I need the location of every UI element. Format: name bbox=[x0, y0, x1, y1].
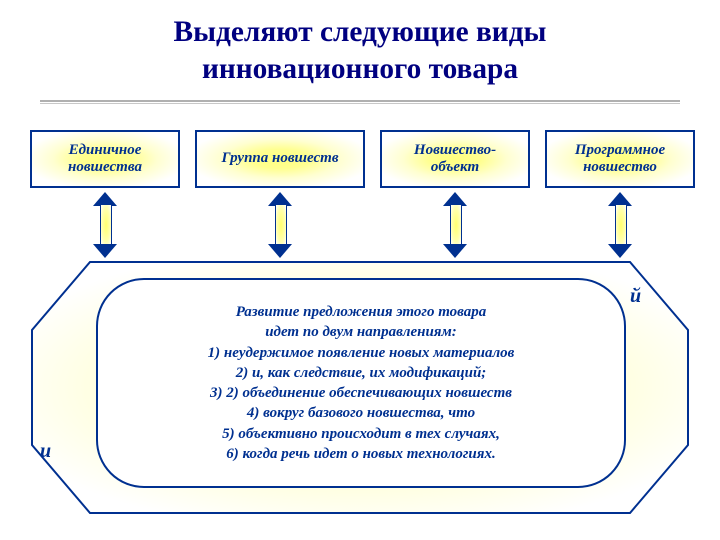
ov-l7: 5) объективно происходит в тех случаях, bbox=[222, 426, 500, 442]
ov-l1: Развитие предложения этого товара bbox=[236, 304, 487, 320]
diagram-stage: Выделяют следующие виды инновационного т… bbox=[0, 0, 720, 540]
title-rule-1 bbox=[40, 100, 680, 102]
box3-l1: Новшество- bbox=[414, 142, 496, 158]
ov-l6: 4) вокруг базового новшества, что bbox=[247, 405, 475, 421]
ov-l4: 2) и, как следствие, их модификаций; bbox=[236, 365, 487, 381]
double-arrow-1 bbox=[96, 192, 114, 258]
ov-l5: 3) 2) объединение обеспечивающих новшест… bbox=[210, 385, 512, 401]
title-line1: Выделяют следующие виды bbox=[174, 16, 547, 48]
box1-l1: Единичное bbox=[69, 142, 142, 158]
box-object-innovation: Новшество- объект bbox=[380, 130, 530, 188]
title-line2: инновационного товара bbox=[202, 53, 518, 85]
stray-bottom-left-1: и bbox=[40, 440, 51, 463]
box-single-innovation: Единичное новшества bbox=[30, 130, 180, 188]
box4-l1: Программное bbox=[575, 142, 665, 158]
stray-top-right: й bbox=[630, 285, 641, 308]
stray-bl1-text: и bbox=[40, 440, 51, 462]
ov-l2: идет по двум направлениям: bbox=[265, 324, 457, 340]
box2-l1: Группа новшеств bbox=[221, 150, 338, 166]
page-title: Выделяют следующие виды инновационного т… bbox=[0, 14, 720, 87]
overlay-card: Развитие предложения этого товара идет п… bbox=[96, 278, 626, 488]
ov-l8: 6) когда речь идет о новых технологиях. bbox=[226, 446, 495, 462]
overlay-text: Развитие предложения этого товара идет п… bbox=[98, 296, 624, 470]
stray-top-right-text: й bbox=[630, 285, 641, 307]
double-arrow-3 bbox=[446, 192, 464, 258]
box1-l2: новшества bbox=[68, 159, 142, 175]
box4-l2: новшество bbox=[583, 159, 657, 175]
box3-l2: объект bbox=[431, 159, 479, 175]
ov-l3: 1) неудержимое появление новых материало… bbox=[208, 345, 515, 361]
box-group-innovation: Группа новшеств bbox=[195, 130, 365, 188]
double-arrow-4 bbox=[611, 192, 629, 258]
double-arrow-2 bbox=[271, 192, 289, 258]
box-program-innovation: Программное новшество bbox=[545, 130, 695, 188]
title-rule-2 bbox=[40, 103, 680, 104]
